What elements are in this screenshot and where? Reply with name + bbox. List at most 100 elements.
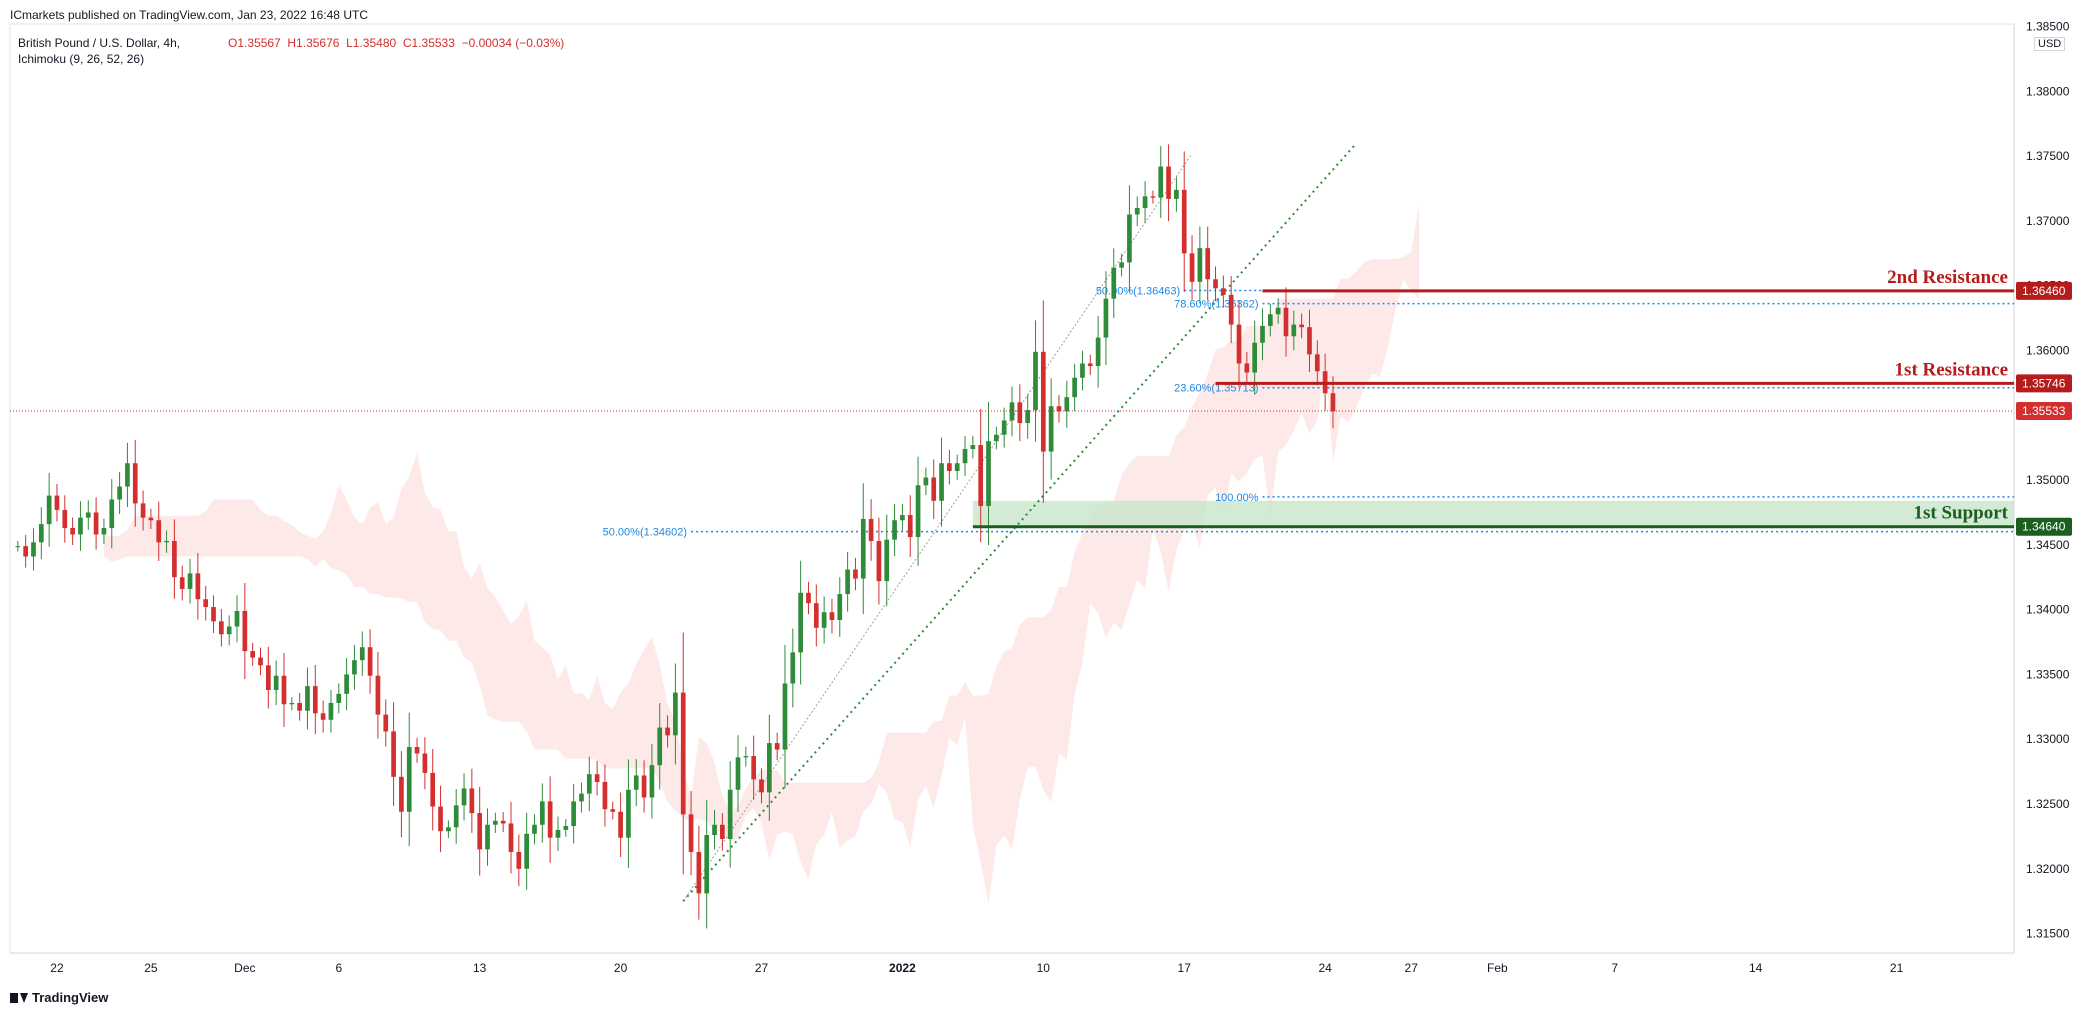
candle-body bbox=[1181, 189, 1187, 254]
symbol-name[interactable]: British Pound / U.S. Dollar, 4h, bbox=[18, 36, 181, 50]
low-value: L1.35480 bbox=[346, 36, 397, 50]
candle-body bbox=[532, 824, 537, 834]
candle-body bbox=[125, 463, 130, 487]
candle-body bbox=[1134, 207, 1140, 215]
price-tag bbox=[2016, 517, 2072, 536]
candle-body bbox=[1236, 324, 1242, 364]
candle-body bbox=[336, 693, 342, 703]
candle-body bbox=[164, 540, 169, 543]
candle-body bbox=[485, 824, 490, 850]
price-tag-label: 1.35746 bbox=[2022, 376, 2066, 390]
uptrend-line bbox=[682, 142, 1358, 902]
publisher-line: ICmarkets published on TradingView.com, … bbox=[10, 8, 368, 22]
y-tick-label: 1.37500 bbox=[2026, 149, 2070, 163]
currency-label[interactable]: USD bbox=[2034, 37, 2066, 51]
candle-body bbox=[868, 518, 874, 541]
candle-body bbox=[1025, 410, 1031, 424]
candle-body bbox=[195, 573, 201, 600]
candle-body bbox=[962, 448, 968, 464]
x-tick-label: 13 bbox=[473, 961, 487, 975]
x-tick-label: 6 bbox=[335, 961, 342, 975]
candle-body bbox=[774, 743, 780, 750]
candle-body bbox=[406, 746, 412, 812]
x-tick-label: Dec bbox=[234, 961, 255, 975]
candle-body bbox=[712, 824, 717, 836]
channel-line bbox=[682, 153, 1193, 902]
candle-body bbox=[211, 607, 216, 622]
candle-body bbox=[477, 813, 483, 850]
candle-body bbox=[320, 713, 326, 720]
candle-body bbox=[1072, 377, 1077, 398]
x-tick-label: 20 bbox=[614, 961, 628, 975]
candle-body bbox=[38, 524, 44, 543]
price-tag bbox=[2016, 374, 2072, 393]
candle-body bbox=[132, 463, 138, 504]
x-tick-label: 21 bbox=[1890, 961, 1904, 975]
candle-body bbox=[1197, 248, 1203, 282]
candle-body bbox=[563, 826, 569, 830]
fib-label: 78.60%(1.36362) bbox=[1174, 299, 1258, 311]
candle-body bbox=[1275, 307, 1281, 315]
candle-body bbox=[618, 811, 623, 838]
candle-body bbox=[383, 714, 389, 732]
candle-body bbox=[1189, 253, 1195, 282]
candle-body bbox=[469, 788, 475, 814]
candle-body bbox=[876, 540, 882, 582]
candle-body bbox=[970, 445, 976, 449]
candle-body bbox=[414, 746, 420, 754]
tradingview-logo[interactable]: TradingView bbox=[10, 990, 108, 1005]
candle-body bbox=[900, 515, 905, 521]
candle-body bbox=[586, 774, 592, 794]
candle-body bbox=[140, 503, 146, 518]
candle-body bbox=[727, 789, 733, 839]
level-label: 1st Support bbox=[1914, 503, 2009, 524]
price-tag-label: 1.36460 bbox=[2022, 284, 2066, 298]
indicator-name[interactable]: Ichimoku (9, 26, 52, 26) bbox=[18, 52, 145, 66]
candle-body bbox=[860, 518, 866, 579]
candle-body bbox=[1127, 214, 1132, 263]
candle-body bbox=[743, 756, 749, 758]
candle-body bbox=[751, 756, 757, 780]
candle-body bbox=[539, 801, 545, 825]
candle-body bbox=[657, 727, 663, 766]
candle-body bbox=[85, 512, 91, 518]
candle-body bbox=[986, 441, 991, 506]
candle-body bbox=[226, 626, 232, 635]
candle-body bbox=[837, 594, 843, 621]
candle-body bbox=[265, 665, 271, 690]
candle-body bbox=[1040, 351, 1046, 452]
candle-body bbox=[1158, 166, 1164, 198]
candle-body bbox=[101, 528, 107, 535]
candle-body bbox=[947, 463, 952, 472]
candle-body bbox=[1260, 325, 1265, 343]
candle-body bbox=[829, 612, 835, 621]
candle-body bbox=[1267, 314, 1273, 326]
candle-body bbox=[704, 835, 710, 894]
candle-body bbox=[798, 592, 803, 653]
candle-body bbox=[461, 788, 467, 806]
x-tick-label: 10 bbox=[1037, 961, 1051, 975]
candle-body bbox=[289, 702, 295, 705]
candle-body bbox=[305, 686, 310, 711]
candle-body bbox=[1048, 406, 1054, 452]
close-value: C1.35533 bbox=[402, 36, 455, 50]
y-tick-label: 1.34500 bbox=[2026, 538, 2070, 552]
level-label: 2nd Resistance bbox=[1887, 267, 2008, 288]
x-tick-label: 14 bbox=[1749, 961, 1763, 975]
x-tick-label: 24 bbox=[1318, 961, 1332, 975]
brand-label: TradingView bbox=[32, 990, 109, 1005]
candle-body bbox=[242, 610, 248, 652]
candle-body bbox=[555, 829, 561, 838]
candle-body bbox=[1283, 307, 1289, 337]
candle-body bbox=[845, 569, 850, 595]
candle-body bbox=[1213, 279, 1218, 289]
candle-body bbox=[1095, 337, 1101, 367]
y-tick-label: 1.35000 bbox=[2026, 473, 2070, 487]
candle-body bbox=[626, 789, 631, 838]
candle-body bbox=[1314, 354, 1320, 372]
candle-body bbox=[1080, 363, 1085, 378]
level-label: 1st Resistance bbox=[1895, 359, 2008, 380]
candle-body bbox=[594, 774, 600, 782]
candle-body bbox=[806, 592, 811, 604]
